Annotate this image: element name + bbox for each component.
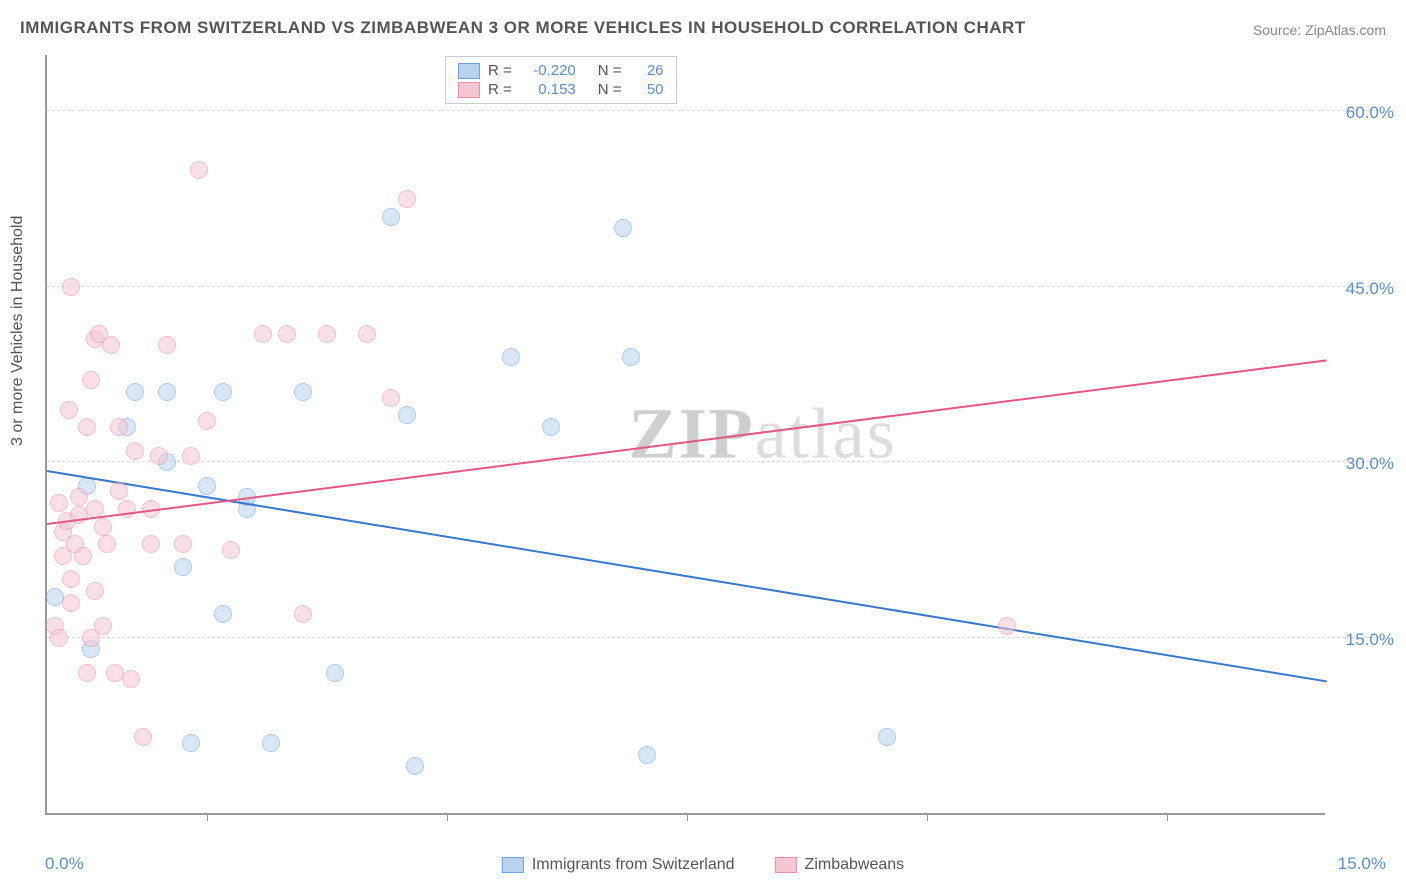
legend-item: Immigrants from Switzerland bbox=[502, 856, 735, 874]
scatter-point bbox=[398, 406, 416, 424]
scatter-point bbox=[198, 477, 216, 495]
scatter-point bbox=[878, 728, 896, 746]
legend-swatch bbox=[458, 63, 480, 79]
scatter-point bbox=[294, 383, 312, 401]
scatter-point bbox=[174, 558, 192, 576]
gridline bbox=[47, 286, 1385, 287]
gridline bbox=[47, 110, 1385, 111]
n-value: 50 bbox=[634, 81, 664, 98]
scatter-point bbox=[318, 325, 336, 343]
scatter-point bbox=[122, 670, 140, 688]
scatter-point bbox=[174, 535, 192, 553]
scatter-point bbox=[94, 518, 112, 536]
scatter-point bbox=[134, 728, 152, 746]
scatter-point bbox=[182, 734, 200, 752]
y-tick-label: 15.0% bbox=[1346, 630, 1394, 650]
n-value: 26 bbox=[634, 62, 664, 79]
r-label: R = bbox=[488, 81, 512, 98]
scatter-point bbox=[94, 617, 112, 635]
scatter-point bbox=[126, 383, 144, 401]
scatter-point bbox=[158, 383, 176, 401]
legend-stat-row: R = 0.153 N = 50 bbox=[458, 80, 664, 99]
scatter-point bbox=[86, 582, 104, 600]
scatter-point bbox=[110, 418, 128, 436]
scatter-point bbox=[62, 594, 80, 612]
scatter-point bbox=[294, 605, 312, 623]
scatter-point bbox=[998, 617, 1016, 635]
scatter-point bbox=[614, 219, 632, 237]
gridline bbox=[47, 461, 1385, 462]
scatter-point bbox=[382, 208, 400, 226]
scatter-point bbox=[638, 746, 656, 764]
scatter-point bbox=[150, 447, 168, 465]
scatter-point bbox=[98, 535, 116, 553]
scatter-point bbox=[62, 278, 80, 296]
gridline bbox=[47, 637, 1385, 638]
scatter-point bbox=[406, 757, 424, 775]
chart-title: IMMIGRANTS FROM SWITZERLAND VS ZIMBABWEA… bbox=[20, 18, 1026, 38]
scatter-point bbox=[70, 488, 88, 506]
y-axis-label: 3 or more Vehicles in Household bbox=[9, 216, 27, 446]
scatter-point bbox=[214, 605, 232, 623]
legend-stat-row: R = -0.220 N = 26 bbox=[458, 61, 664, 80]
scatter-point bbox=[254, 325, 272, 343]
scatter-point bbox=[198, 412, 216, 430]
y-tick-label: 45.0% bbox=[1346, 279, 1394, 299]
scatter-point bbox=[262, 734, 280, 752]
scatter-point bbox=[326, 664, 344, 682]
source-label: Source: ZipAtlas.com bbox=[1253, 22, 1386, 38]
x-axis-min-label: 0.0% bbox=[45, 854, 84, 874]
scatter-point bbox=[142, 535, 160, 553]
legend-stats-box: R = -0.220 N = 26 R = 0.153 N = 50 bbox=[445, 56, 677, 104]
scatter-point bbox=[358, 325, 376, 343]
trend-line bbox=[47, 359, 1327, 525]
scatter-point bbox=[398, 190, 416, 208]
n-label: N = bbox=[598, 62, 622, 79]
x-tick bbox=[207, 813, 208, 821]
scatter-point bbox=[50, 494, 68, 512]
x-tick bbox=[447, 813, 448, 821]
r-value: 0.153 bbox=[524, 81, 576, 98]
plot-area: ZIPatlas bbox=[45, 55, 1325, 815]
n-label: N = bbox=[598, 81, 622, 98]
x-tick bbox=[927, 813, 928, 821]
legend-series-name: Immigrants from Switzerland bbox=[532, 856, 735, 874]
y-tick-label: 30.0% bbox=[1346, 454, 1394, 474]
scatter-point bbox=[190, 161, 208, 179]
scatter-point bbox=[126, 442, 144, 460]
scatter-point bbox=[222, 541, 240, 559]
scatter-point bbox=[158, 336, 176, 354]
scatter-point bbox=[542, 418, 560, 436]
scatter-point bbox=[102, 336, 120, 354]
scatter-point bbox=[78, 664, 96, 682]
legend-swatch bbox=[458, 82, 480, 98]
scatter-point bbox=[62, 570, 80, 588]
scatter-point bbox=[622, 348, 640, 366]
legend-swatch bbox=[775, 857, 797, 873]
scatter-point bbox=[78, 418, 96, 436]
legend-bottom: Immigrants from Switzerland Zimbabweans bbox=[502, 856, 904, 874]
scatter-point bbox=[60, 401, 78, 419]
r-label: R = bbox=[488, 62, 512, 79]
scatter-point bbox=[82, 371, 100, 389]
legend-swatch bbox=[502, 857, 524, 873]
scatter-point bbox=[502, 348, 520, 366]
scatter-point bbox=[214, 383, 232, 401]
scatter-point bbox=[110, 482, 128, 500]
y-tick-label: 60.0% bbox=[1346, 103, 1394, 123]
watermark: ZIPatlas bbox=[629, 393, 897, 476]
r-value: -0.220 bbox=[524, 62, 576, 79]
x-tick bbox=[687, 813, 688, 821]
scatter-point bbox=[74, 547, 92, 565]
scatter-point bbox=[182, 447, 200, 465]
scatter-point bbox=[50, 629, 68, 647]
legend-series-name: Zimbabweans bbox=[805, 856, 905, 874]
scatter-point bbox=[382, 389, 400, 407]
trend-line bbox=[47, 470, 1327, 682]
x-axis-max-label: 15.0% bbox=[1338, 854, 1386, 874]
x-tick bbox=[1167, 813, 1168, 821]
scatter-point bbox=[278, 325, 296, 343]
legend-item: Zimbabweans bbox=[775, 856, 905, 874]
